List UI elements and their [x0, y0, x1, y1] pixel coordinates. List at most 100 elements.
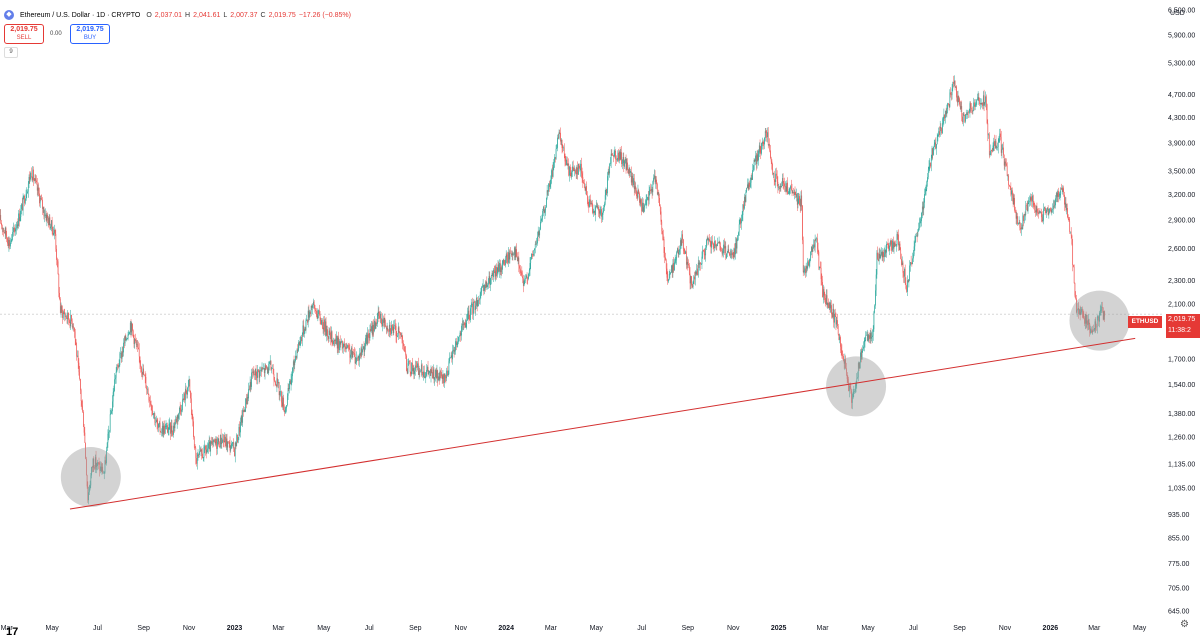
candle-body [701, 264, 702, 265]
trend-line[interactable] [70, 338, 1135, 509]
gear-icon[interactable]: ⚙ [1180, 619, 1189, 630]
candle-body [443, 374, 444, 379]
candle-body [1054, 206, 1055, 207]
candle-body [18, 224, 19, 225]
indicator-chip[interactable]: 9 [4, 47, 18, 58]
candle-body [1009, 185, 1010, 186]
candle-body [189, 379, 190, 380]
candle-body [710, 241, 711, 242]
candle-body [408, 361, 409, 363]
candle-body [191, 398, 192, 409]
candle-body [236, 443, 237, 446]
candle-body [1050, 208, 1051, 210]
candle-body [1022, 216, 1023, 229]
candle-body [871, 337, 872, 339]
candle-body [250, 382, 251, 390]
candle-body [1030, 197, 1031, 201]
candle-body [364, 346, 365, 351]
candle-body [1051, 209, 1052, 212]
candle-body [877, 253, 878, 275]
candle-body [324, 319, 325, 331]
candle-body [451, 355, 452, 359]
candle-body [906, 289, 907, 292]
candle-body [273, 368, 274, 374]
candle-body [568, 164, 569, 166]
candle-body [798, 196, 799, 198]
candle-body [806, 266, 807, 273]
candle-body [915, 236, 916, 242]
candle-body [217, 442, 218, 449]
candle-body [868, 335, 869, 340]
buy-button[interactable]: 2,019.75 BUY [70, 24, 110, 44]
candle-body [949, 92, 950, 106]
candle-body [313, 302, 314, 305]
candle-body [606, 189, 607, 195]
candle-body [303, 325, 304, 333]
candle-body [778, 188, 779, 189]
candle-body [911, 262, 912, 263]
candle-body [294, 361, 295, 365]
candle-body [396, 326, 397, 336]
candle-body [446, 377, 447, 378]
candle-body [604, 204, 605, 208]
candle-body [509, 252, 510, 259]
candle-body [609, 164, 610, 173]
candle-body [987, 123, 988, 135]
candle-body [631, 171, 632, 183]
candle-body [1052, 209, 1053, 210]
candle-body [959, 98, 960, 104]
candle-body [958, 96, 959, 103]
open-label: O [146, 12, 151, 19]
candle-body [591, 203, 592, 204]
symbol-legend[interactable]: ◆ Ethereum / U.S. Dollar · 1D · CRYPTO O… [4, 8, 351, 22]
candle-body [239, 427, 240, 437]
low-value: 2,007.37 [230, 12, 257, 19]
candle-body [256, 376, 257, 378]
candle-body [676, 252, 677, 259]
candle-body [361, 348, 362, 355]
candle-body [673, 263, 674, 270]
candle-body [32, 177, 33, 179]
candle-body [387, 328, 388, 329]
price-axis[interactable]: 645.00705.00775.00855.00935.001,035.001,… [1168, 7, 1195, 615]
candle-body [37, 182, 38, 190]
candle-body [211, 441, 212, 444]
candle-body [143, 369, 144, 375]
candle-body [840, 337, 841, 347]
candle-body [810, 260, 811, 263]
candle-body [283, 398, 284, 407]
candle-body [502, 260, 503, 269]
candle-body [400, 332, 401, 335]
currency-label[interactable]: USD [1170, 10, 1185, 17]
candle-body [165, 427, 166, 434]
candle-body [1018, 223, 1019, 224]
candle-body [755, 156, 756, 162]
sell-button[interactable]: 2,019.75 SELL [4, 24, 44, 44]
candle-body [508, 252, 509, 263]
bar-countdown: 11:38:2 [1168, 325, 1200, 336]
candle-body [229, 442, 230, 443]
candle-body [695, 272, 696, 280]
candle-body [621, 152, 622, 164]
x-tick-label: Mar [545, 625, 558, 632]
candle-body [1017, 216, 1018, 224]
candle-body [231, 444, 232, 449]
candle-body [650, 190, 651, 191]
candle-body [122, 351, 123, 352]
candle-body [965, 114, 966, 121]
candle-body [481, 287, 482, 292]
candle-body [369, 338, 370, 339]
candle-body [351, 348, 352, 355]
candle-body [1008, 176, 1009, 186]
candle-body [60, 299, 61, 313]
candle-body [461, 326, 462, 336]
candle-body [1071, 232, 1072, 236]
tradingview-logo[interactable]: 17 [6, 626, 18, 638]
candle-body [756, 156, 757, 164]
x-tick-label: May [590, 625, 604, 632]
candle-body [1029, 201, 1030, 202]
candle-body [944, 115, 945, 118]
x-tick-label: 2026 [1043, 625, 1059, 632]
